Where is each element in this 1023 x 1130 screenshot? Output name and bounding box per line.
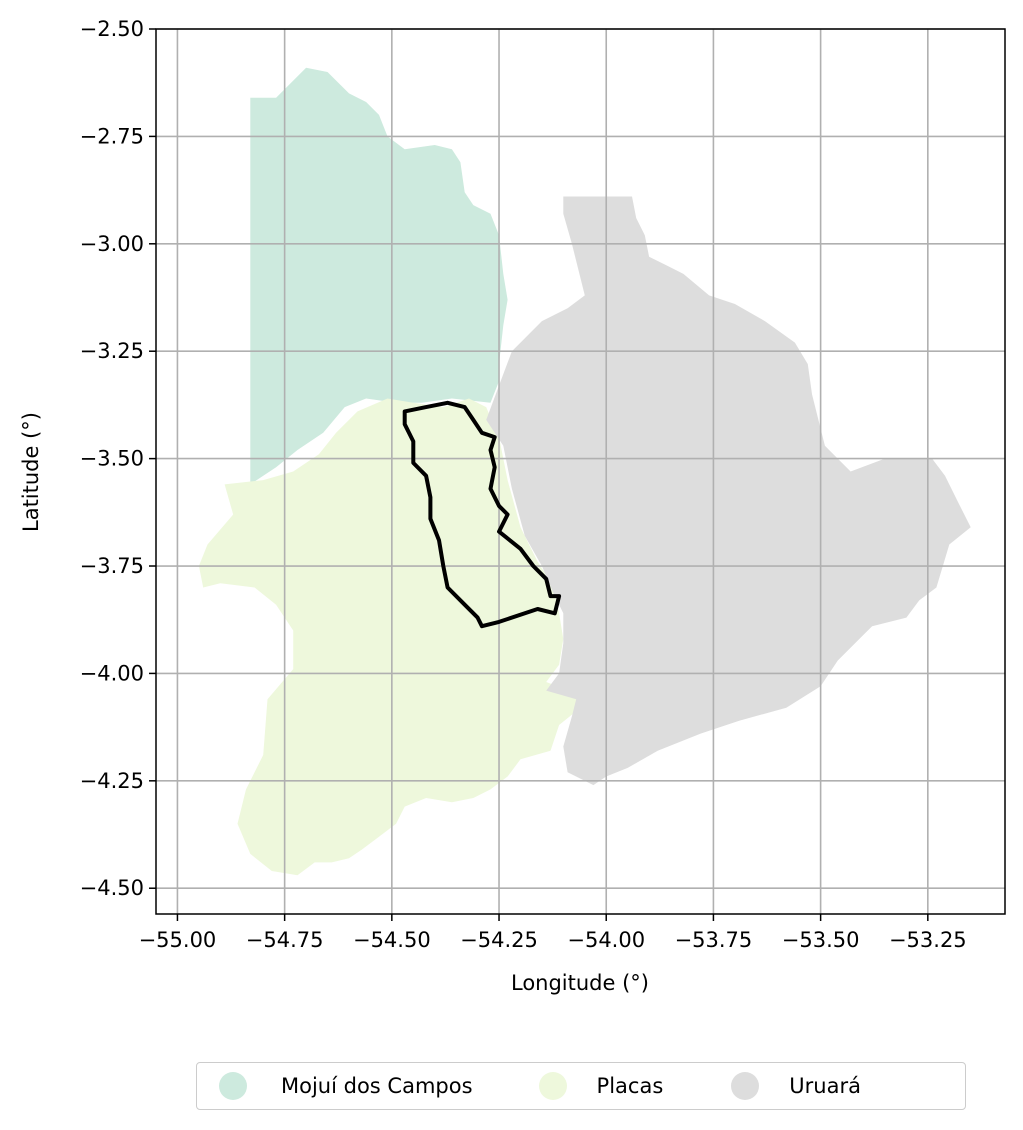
ticks-layer: −55.00 −54.75 −54.50 −54.25 −54.00 −53.75 −53.… — [80, 17, 967, 952]
y-tick-label-0: −2.50 — [80, 17, 144, 41]
legend-item-uruara: Uruará — [731, 1072, 861, 1100]
legend-item-mojui-dos-campos: Mojuí dos Campos — [219, 1072, 473, 1100]
x-tick-label-1: −54.75 — [246, 928, 324, 952]
study-area-outline — [402, 400, 562, 629]
y-axis-title: Latitude (°) — [19, 412, 43, 532]
legend-marker-uruara — [731, 1072, 760, 1100]
region-uruara — [486, 196, 971, 786]
x-tick-label-4: −54.00 — [567, 928, 645, 952]
study-area-outline-layer — [402, 400, 562, 629]
y-tick-label-2: −3.00 — [80, 232, 144, 256]
x-axis-title: Longitude (°) — [511, 971, 649, 995]
y-tick-label-1: −2.75 — [80, 124, 144, 148]
x-tick-label-3: −54.25 — [460, 928, 538, 952]
y-tick-label-6: −4.00 — [80, 661, 144, 685]
legend-item-placas: Placas — [538, 1072, 664, 1100]
y-tick-label-3: −3.25 — [80, 339, 144, 363]
legend-label-uruara: Uruará — [789, 1074, 861, 1098]
legend-label-placas: Placas — [596, 1074, 664, 1098]
y-tick-label-5: −3.75 — [80, 554, 144, 578]
x-tick-label-5: −53.75 — [675, 928, 753, 952]
region-mojui-dos-campos — [250, 67, 508, 485]
plot-frame — [155, 28, 1006, 915]
legend-marker-mojui-dos-campos — [219, 1072, 247, 1100]
x-tick-label-6: −53.50 — [782, 928, 860, 952]
legend: Mojuí dos Campos Placas Uruará — [196, 1062, 966, 1110]
y-tick-label-7: −4.25 — [80, 769, 144, 793]
x-tick-label-0: −55.00 — [139, 928, 217, 952]
y-tick-label-8: −4.50 — [80, 876, 144, 900]
regions-layer — [198, 67, 971, 876]
legend-marker-placas — [538, 1072, 567, 1100]
x-tick-label-2: −54.50 — [353, 928, 431, 952]
region-placas — [198, 398, 581, 876]
x-tick-label-7: −53.25 — [889, 928, 967, 952]
y-tick-label-4: −3.50 — [80, 447, 144, 471]
legend-label-mojui-dos-campos: Mojuí dos Campos — [281, 1074, 473, 1098]
